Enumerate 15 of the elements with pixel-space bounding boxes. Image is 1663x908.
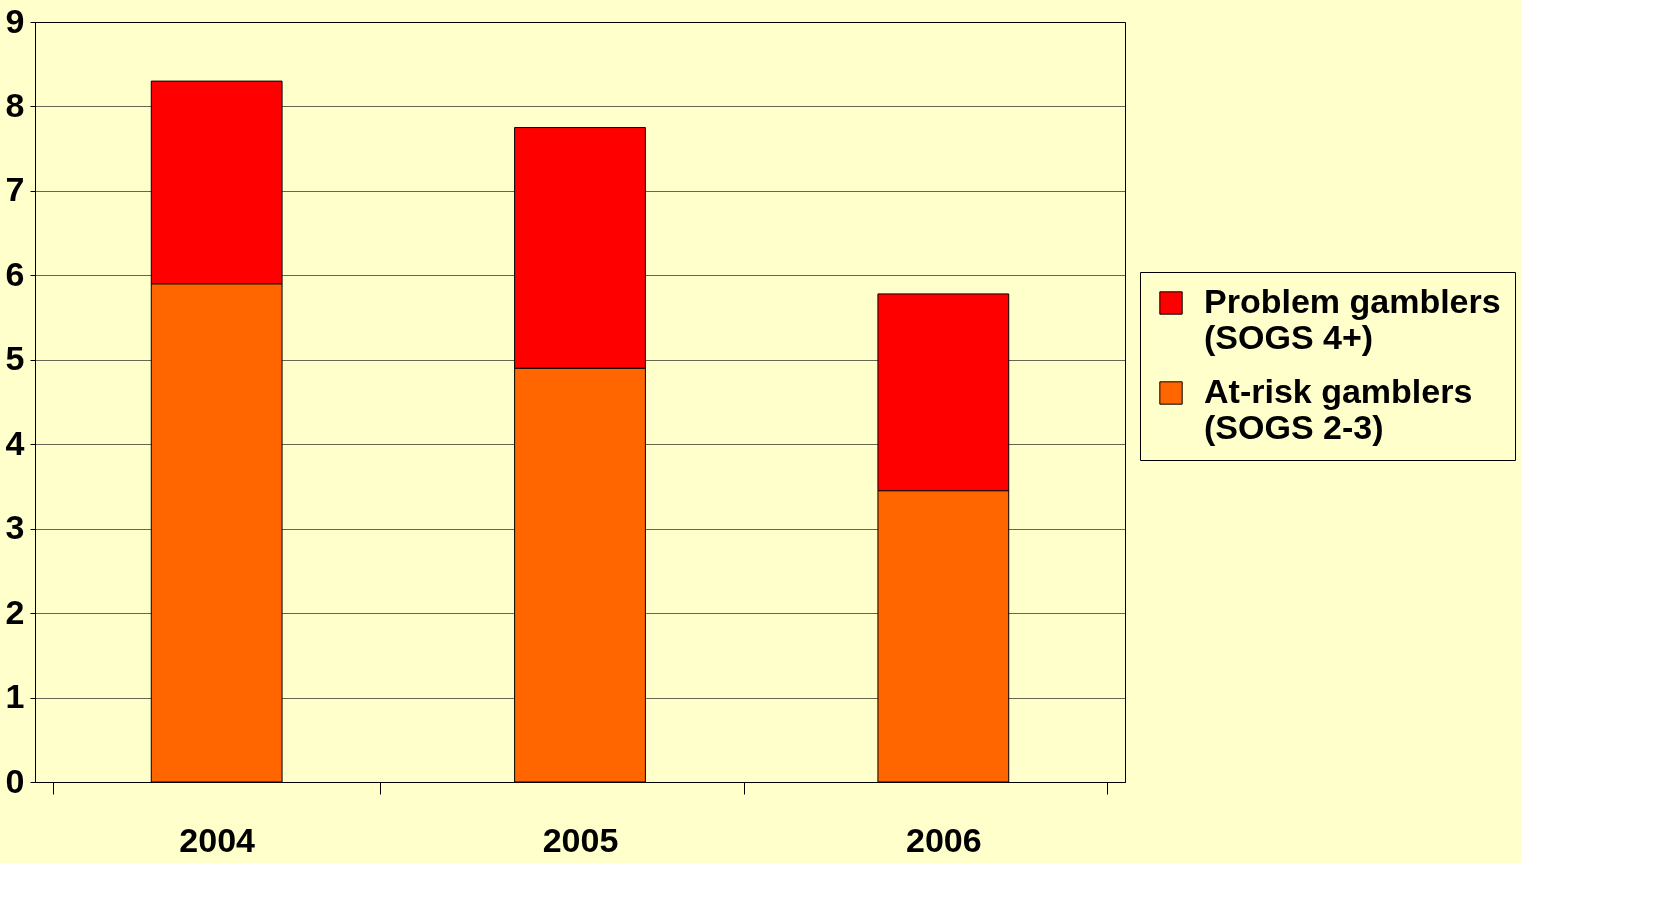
legend-label: At-risk gamblers (SOGS 2-3) [1204, 372, 1473, 446]
y-tick-label: 4 [5, 423, 25, 462]
x-tick-label: 2005 [542, 820, 619, 859]
y-tick-label: 6 [5, 254, 25, 293]
x-tick-label: 2004 [179, 820, 256, 859]
y-tick-label: 7 [5, 170, 25, 209]
x-tick-label: 2006 [906, 820, 982, 859]
y-tick-label: 8 [5, 85, 25, 124]
y-tick-label: 9 [5, 1, 25, 40]
y-tick-label: 0 [5, 761, 25, 800]
y-tick-label: 3 [5, 508, 25, 547]
y-tick-label: 2 [5, 592, 25, 631]
legend-label: Problem gamblers (SOGS 4+) [1204, 282, 1501, 356]
y-tick-label: 5 [5, 339, 25, 378]
y-tick-label: 1 [5, 677, 25, 716]
